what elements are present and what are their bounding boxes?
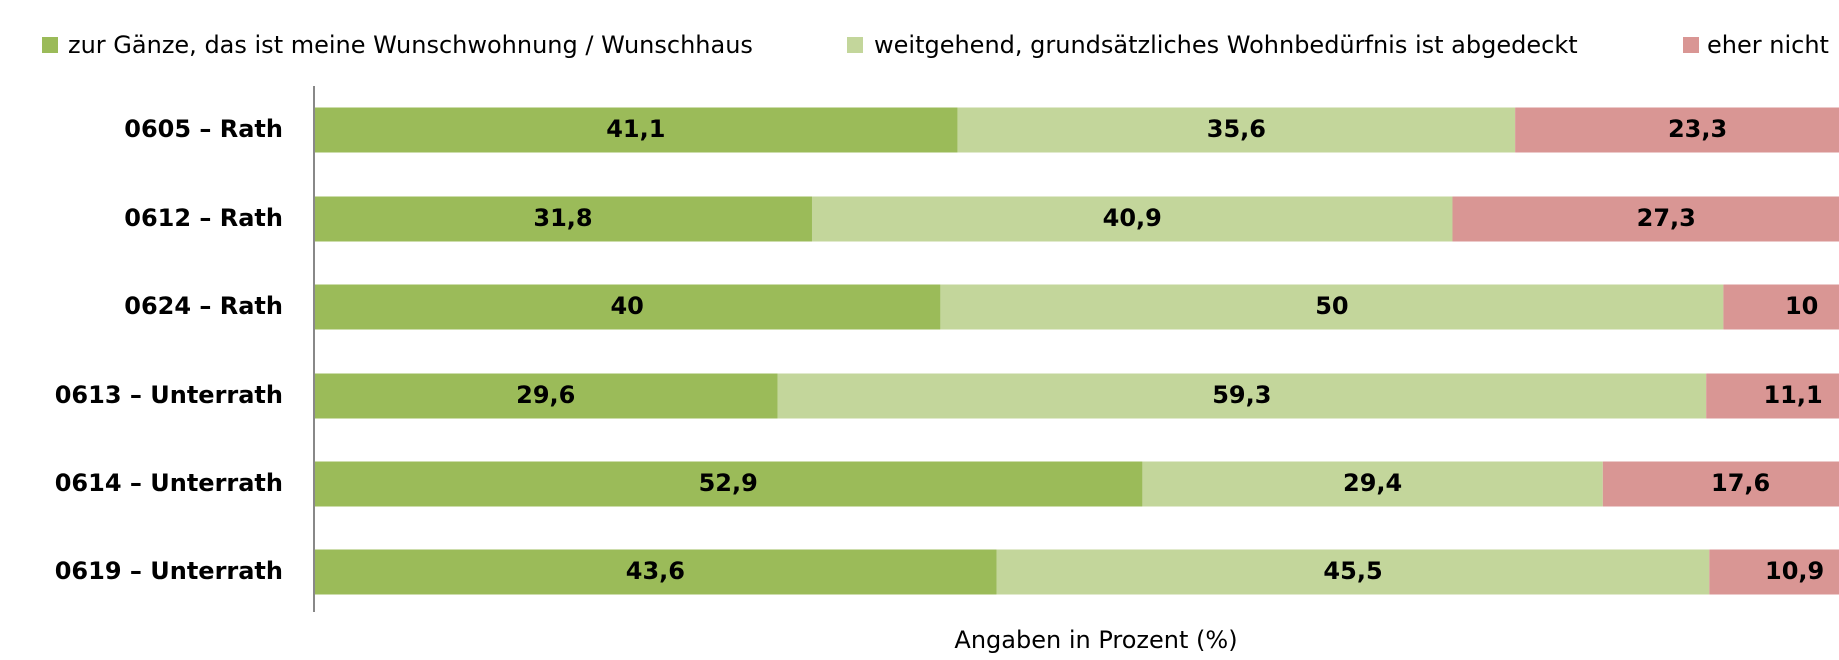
value-label: 35,6 [1207,115,1266,143]
bar-segment [996,549,1710,595]
bar-segment [314,284,941,330]
value-label: 45,5 [1323,557,1382,585]
y-tick-label: 0612 – Rath [124,204,283,232]
value-label: 43,6 [626,557,685,585]
value-label: 59,3 [1212,381,1271,409]
x-axis-label: Angaben in Prozent (%) [954,626,1237,654]
legend-label: weitgehend, grundsätzliches Wohnbedürfni… [874,31,1578,59]
value-label: 40,9 [1103,204,1162,232]
y-tick-label: 0619 – Unterrath [55,557,283,585]
value-label: 29,4 [1343,469,1402,497]
legend-swatch [847,37,863,53]
bar-segment [940,284,1724,330]
value-label: 41,1 [606,115,665,143]
bar-segment [1706,373,1839,419]
legend-label: zur Gänze, das ist meine Wunschwohnung /… [68,31,753,59]
value-label: 10 [1785,292,1818,320]
bar-segment [314,549,997,595]
bar-segment [314,373,778,419]
y-tick-label: 0624 – Rath [124,292,283,320]
value-label: 11,1 [1763,381,1822,409]
value-label: 10,9 [1765,557,1824,585]
value-label: 23,3 [1668,115,1727,143]
value-label: 50 [1315,292,1348,320]
y-tick-label: 0605 – Rath [124,115,283,143]
bar-segment [777,373,1707,419]
bar-segment [1723,284,1839,330]
bar-segment [811,196,1453,242]
y-tick-label: 0614 – Unterrath [55,469,283,497]
bar-segment [957,107,1516,153]
value-label: 29,6 [516,381,575,409]
value-label: 52,9 [699,469,758,497]
y-tick-label: 0613 – Unterrath [55,381,283,409]
value-label: 31,8 [533,204,592,232]
bar-segment [1602,461,1839,507]
bar-segment [314,196,812,242]
value-label: 40 [610,292,643,320]
legend-label: eher nicht [1707,31,1829,59]
bar-segment [314,107,958,153]
bar-segment [1452,196,1839,242]
value-label: 27,3 [1637,204,1696,232]
legend-swatch [1683,37,1699,53]
value-label: 17,6 [1711,469,1770,497]
bar-segment [1709,549,1839,595]
legend-swatch [42,37,58,53]
bar-segment [1515,107,1839,153]
bar-segment [1142,461,1603,507]
bar-segment [314,461,1143,507]
